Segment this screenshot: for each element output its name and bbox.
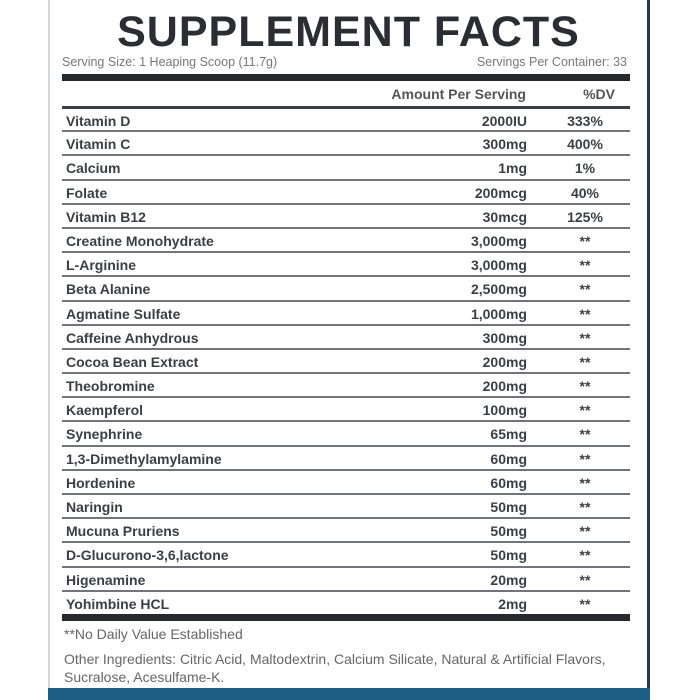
daily-value: ** bbox=[579, 450, 591, 467]
footnote: **No Daily Value Established bbox=[64, 626, 243, 642]
daily-value: ** bbox=[579, 329, 591, 346]
bottom-band bbox=[48, 688, 650, 700]
nutrient-name: Hordenine bbox=[66, 474, 136, 491]
amount: 200mg bbox=[482, 353, 527, 370]
table-row: Agmatine Sulfate 1,000mg ** bbox=[62, 299, 630, 324]
daily-value: ** bbox=[579, 523, 591, 540]
amount: 1,000mg bbox=[470, 305, 527, 322]
nutrient-name: Mucuna Pruriens bbox=[66, 523, 180, 540]
nutrient-name: Creatine Monohydrate bbox=[66, 232, 214, 249]
amount: 300mg bbox=[482, 329, 527, 346]
daily-value: 400% bbox=[567, 136, 603, 153]
serving-size: Serving Size: 1 Heaping Scoop (11.7g) bbox=[62, 55, 278, 69]
nutrient-name: Vitamin B12 bbox=[66, 208, 146, 225]
nutrient-name: Kaempferol bbox=[66, 402, 144, 419]
table-row: Yohimbine HCL 2mg ** bbox=[62, 589, 630, 614]
daily-value: 40% bbox=[570, 184, 600, 201]
amount: 200mg bbox=[482, 378, 527, 395]
nutrient-name: Calcium bbox=[66, 160, 121, 177]
table-row: Naringin 50mg ** bbox=[62, 493, 630, 517]
table-row: Vitamin B12 30mcg 125% bbox=[62, 202, 630, 227]
nutrient-name: Synephrine bbox=[66, 426, 143, 443]
nutrient-table: Vitamin D 2000IU 333% Vitamin C 300mg 400% Cal… bbox=[62, 106, 630, 614]
amount: 3,000mg bbox=[470, 257, 527, 274]
table-row: Cocoa Bean Extract 200mg ** bbox=[62, 347, 630, 372]
amount: 1mg bbox=[498, 160, 527, 177]
nutrient-name: Yohimbine HCL bbox=[66, 595, 170, 612]
table-row: Vitamin D 2000IU 333% bbox=[62, 106, 630, 130]
table-row: 1,3-Dimethylamylamine 60mg ** bbox=[62, 444, 630, 469]
dv-header: %DV bbox=[583, 86, 615, 102]
amount: 30mcg bbox=[482, 208, 527, 225]
table-row: Mucuna Pruriens 50mg ** bbox=[62, 517, 630, 541]
daily-value: ** bbox=[579, 281, 591, 298]
table-row: Synephrine 65mg ** bbox=[62, 420, 630, 444]
daily-value: ** bbox=[579, 257, 591, 274]
nutrient-name: Cocoa Bean Extract bbox=[66, 353, 199, 370]
amount: 20mg bbox=[490, 571, 527, 588]
table-row: Hordenine 60mg ** bbox=[62, 468, 630, 493]
nutrient-name: Theobromine bbox=[66, 378, 155, 395]
daily-value: ** bbox=[579, 474, 591, 491]
daily-value: ** bbox=[579, 353, 591, 370]
nutrient-name: Caffeine Anhydrous bbox=[66, 329, 199, 346]
amount: 60mg bbox=[490, 450, 527, 467]
amount-header: Amount Per Serving bbox=[391, 86, 526, 102]
panel-title: SUPPLEMENT FACTS bbox=[117, 8, 580, 56]
supplement-facts-panel: SUPPLEMENT FACTS Serving Size: 1 Heaping… bbox=[48, 0, 650, 688]
daily-value: ** bbox=[579, 595, 591, 612]
amount: 50mg bbox=[490, 547, 527, 564]
amount: 2,500mg bbox=[470, 281, 527, 298]
daily-value: ** bbox=[579, 547, 591, 564]
amount: 2000IU bbox=[481, 113, 527, 129]
daily-value: ** bbox=[579, 499, 591, 515]
table-row: Calcium 1mg 1% bbox=[62, 154, 630, 178]
amount: 2mg bbox=[498, 595, 527, 612]
table-row: Vitamin C 300mg 400% bbox=[62, 130, 630, 154]
nutrient-name: Agmatine Sulfate bbox=[66, 305, 181, 322]
amount: 3,000mg bbox=[470, 232, 527, 249]
nutrient-name: Higenamine bbox=[66, 571, 146, 588]
other-ingredients: Other Ingredients: Citric Acid, Maltodex… bbox=[64, 651, 606, 685]
nutrient-name: Naringin bbox=[66, 499, 123, 515]
daily-value: 125% bbox=[567, 208, 603, 225]
table-row: Folate 200mcg 40% bbox=[62, 178, 630, 203]
amount: 300mg bbox=[482, 136, 527, 153]
table-row: Higenamine 20mg ** bbox=[62, 565, 630, 590]
amount: 50mg bbox=[490, 499, 527, 515]
table-row: Theobromine 200mg ** bbox=[62, 372, 630, 396]
amount: 200mcg bbox=[474, 184, 527, 201]
daily-value: ** bbox=[579, 402, 591, 419]
daily-value: 333% bbox=[567, 113, 603, 129]
daily-value: ** bbox=[579, 571, 591, 588]
table-row: D-Glucurono-3,6,lactone 50mg ** bbox=[62, 541, 630, 565]
nutrient-name: 1,3-Dimethylamylamine bbox=[66, 450, 222, 467]
nutrient-name: D-Glucurono-3,6,lactone bbox=[66, 547, 229, 564]
nutrient-name: L-Arginine bbox=[66, 257, 136, 274]
nutrient-name: Vitamin D bbox=[66, 113, 131, 129]
daily-value: ** bbox=[579, 232, 591, 249]
daily-value: 1% bbox=[574, 160, 596, 177]
amount: 100mg bbox=[482, 402, 527, 419]
nutrient-name: Beta Alanine bbox=[66, 281, 151, 298]
nutrient-name: Folate bbox=[66, 184, 108, 201]
amount: 50mg bbox=[490, 523, 527, 540]
daily-value: ** bbox=[579, 426, 591, 443]
table-row: Beta Alanine 2,500mg ** bbox=[62, 275, 630, 299]
table-row: L-Arginine 3,000mg ** bbox=[62, 251, 630, 275]
table-row: Caffeine Anhydrous 300mg ** bbox=[62, 323, 630, 348]
amount: 65mg bbox=[490, 426, 527, 443]
daily-value: ** bbox=[579, 378, 591, 395]
thick-divider bbox=[62, 74, 630, 81]
table-row: Kaempferol 100mg ** bbox=[62, 396, 630, 420]
thick-divider bbox=[62, 614, 630, 621]
nutrient-name: Vitamin C bbox=[66, 136, 131, 153]
servings-per-container: Servings Per Container: 33 bbox=[476, 55, 627, 69]
table-row: Creatine Monohydrate 3,000mg ** bbox=[62, 226, 630, 251]
daily-value: ** bbox=[579, 305, 591, 322]
amount: 60mg bbox=[490, 474, 527, 491]
